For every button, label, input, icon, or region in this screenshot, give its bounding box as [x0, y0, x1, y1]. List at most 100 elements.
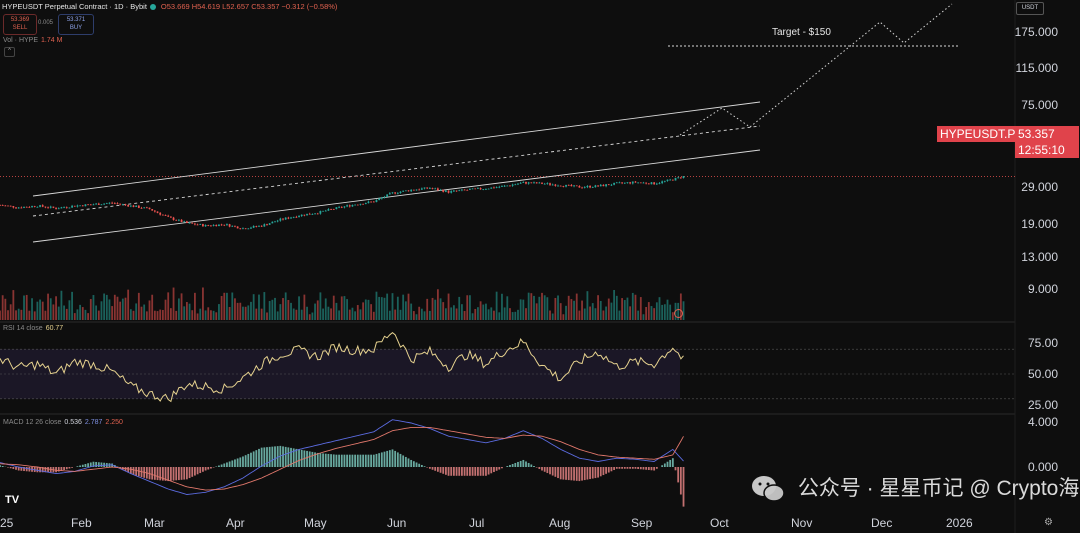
reset-scale-icon[interactable] [674, 309, 683, 318]
candle-body [367, 201, 370, 204]
candle-body [332, 209, 335, 210]
macd-hist-bar [551, 467, 554, 476]
chevron-up-icon[interactable]: ^ [4, 47, 15, 57]
candle-body [231, 225, 234, 227]
macd-hist-bar [444, 467, 447, 475]
candle-body [41, 205, 44, 207]
macd-hist-bar [631, 467, 634, 469]
volume-bar [562, 314, 565, 320]
candle-body [348, 205, 351, 207]
macd-hist-bar [666, 461, 669, 467]
macd-hist-bar [455, 467, 458, 476]
macd-hist-bar [511, 463, 514, 467]
volume-bar [554, 297, 557, 320]
macd-hist-bar [466, 467, 469, 476]
macd-hist-bar [578, 467, 581, 482]
candle-body [76, 205, 79, 207]
macd-hist-bar [25, 467, 28, 472]
macd-hist-bar [199, 467, 202, 474]
ohlc-change: −0.312 (−0.58%) [281, 2, 338, 11]
candle-body [461, 189, 463, 191]
volume-bar [234, 298, 236, 320]
candle-body [599, 184, 602, 187]
volume-bar [517, 309, 519, 320]
volume-bar [527, 292, 530, 320]
volume-bar [169, 308, 172, 320]
rsi-legend[interactable]: RSI 14 close 60.77 [3, 325, 63, 332]
volume-bar [418, 306, 421, 320]
volume-bar [207, 307, 210, 320]
candle-body [605, 184, 607, 187]
volume-bar [594, 308, 597, 320]
tradingview-logo[interactable]: TV [5, 494, 20, 506]
candle-body [279, 218, 282, 221]
candle-body [169, 216, 172, 218]
candle-body [469, 189, 471, 190]
macd-legend[interactable]: MACD 12 26 close 0.536 2.787 2.250 [3, 419, 123, 426]
macd-hist-bar [538, 467, 541, 470]
candle-body [287, 217, 290, 219]
macd-hist-value: 2.250 [105, 419, 123, 426]
candle-body [674, 177, 677, 181]
candle-body [306, 213, 308, 216]
macd-hist-bar [559, 467, 562, 480]
macd-hist-bar [287, 447, 290, 467]
candle-body [298, 215, 300, 218]
volume-legend[interactable]: Vol · HYPE 1.74 M [3, 37, 62, 44]
macd-hist-bar [332, 454, 335, 467]
candle-body [31, 206, 33, 208]
time-axis-label: May [304, 516, 327, 530]
candle-body [346, 205, 348, 207]
candle-body [234, 225, 236, 227]
macd-hist-bar [380, 452, 383, 467]
candle-body [322, 210, 324, 212]
volume-bar [605, 306, 607, 320]
candle-body [226, 224, 228, 226]
volume-bar [415, 314, 418, 320]
candle-body [410, 189, 413, 192]
volume-bar [541, 292, 543, 320]
volume-bar [412, 311, 415, 320]
volume-bar [247, 305, 250, 320]
candle-body [290, 217, 292, 219]
macd-hist-bar [439, 467, 442, 473]
macd-hist-bar [175, 467, 178, 481]
currency-selector[interactable]: USDT [1016, 2, 1044, 15]
candle-body [669, 179, 672, 181]
macd-hist-bar [266, 447, 268, 467]
macd-hist-bar [679, 467, 682, 495]
macd-hist-bar [17, 467, 20, 471]
macd-hist-bar [356, 454, 359, 467]
macd-hist-bar [322, 453, 324, 467]
candle-body [153, 210, 156, 212]
volume-bar [135, 303, 138, 320]
candle-body [316, 213, 319, 215]
price-axis-label: 115.000 [1015, 61, 1059, 75]
macd-hist-bar [423, 466, 426, 467]
candle-body [57, 208, 60, 210]
candle-body [653, 182, 656, 185]
volume-bar [378, 296, 381, 320]
candle-body [538, 182, 541, 184]
macd-hist-bar [20, 467, 23, 471]
volume-bar [474, 308, 477, 320]
symbol-title[interactable]: HYPEUSDT Perpetual Contract · 1D · Bybit [2, 2, 147, 11]
sell-button[interactable]: 53.369 SELL [3, 14, 37, 35]
volume-bar [276, 311, 279, 320]
volume-bar [76, 309, 79, 320]
candle-body [554, 184, 557, 186]
rsi-axis-label: 75.00 [1027, 336, 1058, 350]
gear-icon[interactable]: ⚙ [1044, 517, 1053, 528]
macd-hist-bar [549, 467, 551, 475]
macd-hist-bar [597, 467, 599, 478]
volume-bar [485, 303, 487, 320]
volume-bar [575, 293, 578, 320]
buy-button[interactable]: 53.371 BUY [58, 14, 94, 35]
macd-hist-bar [172, 467, 175, 481]
volume-bar [375, 291, 378, 320]
macd-value: 0.536 [64, 419, 82, 426]
volume-bar [52, 304, 55, 320]
macd-hist-bar [463, 467, 466, 476]
macd-hist-bar [450, 467, 453, 476]
